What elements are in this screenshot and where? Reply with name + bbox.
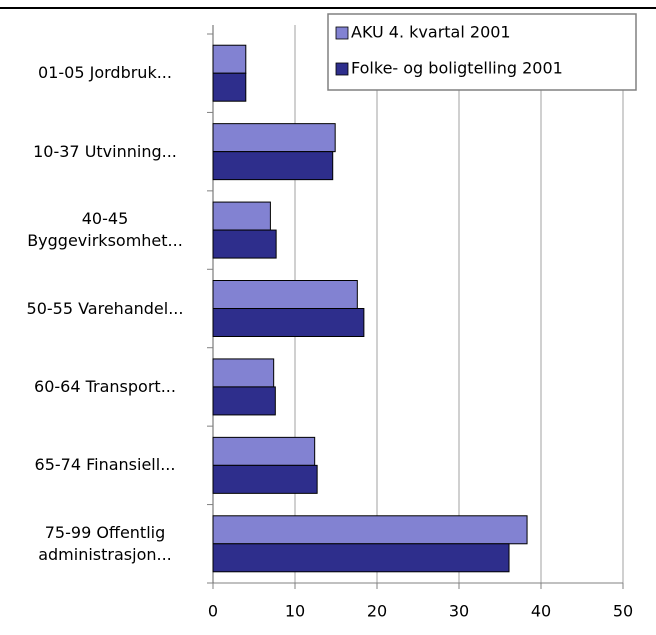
bar bbox=[212, 201, 271, 231]
y-tick-label: 65-74 Finansiell... bbox=[34, 455, 176, 475]
legend-swatch bbox=[335, 26, 349, 40]
bar bbox=[212, 123, 336, 153]
bar bbox=[212, 436, 316, 466]
bar bbox=[212, 464, 318, 494]
y-tick-label: 40-45 Byggevirksomhet... bbox=[27, 209, 183, 251]
bar bbox=[212, 280, 358, 309]
y-tick-label: 60-64 Transport... bbox=[34, 376, 176, 396]
legend-label: AKU 4. kvartal 2001 bbox=[351, 23, 511, 42]
legend-box bbox=[327, 13, 637, 91]
bar bbox=[212, 358, 275, 388]
x-tick-label: 10 bbox=[285, 602, 305, 621]
x-tick-label: 50 bbox=[613, 602, 633, 621]
bar bbox=[212, 515, 528, 545]
x-tick-label: 40 bbox=[531, 602, 551, 621]
y-tick-label: 75-99 Offentlig administrasjon... bbox=[38, 522, 172, 564]
bar bbox=[212, 386, 276, 416]
legend-swatch bbox=[335, 62, 349, 76]
bar bbox=[212, 543, 510, 573]
x-tick-label: 30 bbox=[449, 602, 469, 621]
bar bbox=[212, 229, 277, 259]
bar bbox=[212, 151, 334, 181]
x-tick-label: 20 bbox=[367, 602, 387, 621]
y-tick-label: 50-55 Varehandel... bbox=[26, 298, 184, 318]
x-tick-label: 0 bbox=[208, 602, 218, 621]
y-tick-label: 10-37 Utvinning... bbox=[33, 141, 177, 161]
bar bbox=[212, 44, 247, 74]
bar bbox=[212, 72, 247, 102]
bar bbox=[212, 308, 365, 337]
legend-label: Folke- og boligtelling 2001 bbox=[351, 59, 563, 78]
y-tick-label: 01-05 Jordbruk... bbox=[38, 63, 172, 83]
